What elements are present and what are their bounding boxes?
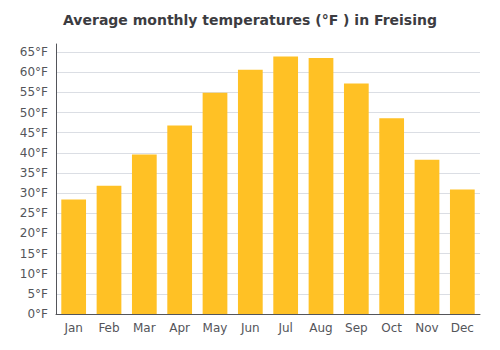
svg-text:Mar: Mar xyxy=(133,321,156,335)
svg-text:May: May xyxy=(203,321,228,335)
svg-text:10°F: 10°F xyxy=(20,267,48,281)
svg-text:Feb: Feb xyxy=(98,321,119,335)
svg-text:55°F: 55°F xyxy=(20,85,48,99)
svg-text:Average monthly temperatures (: Average monthly temperatures (°F ) in Fr… xyxy=(63,12,437,28)
svg-text:Dec: Dec xyxy=(451,321,474,335)
svg-text:Oct: Oct xyxy=(381,321,402,335)
svg-text:30°F: 30°F xyxy=(20,186,48,200)
svg-text:Apr: Apr xyxy=(169,321,190,335)
svg-text:65°F: 65°F xyxy=(20,45,48,59)
svg-text:Aug: Aug xyxy=(309,321,332,335)
svg-text:20°F: 20°F xyxy=(20,226,48,240)
svg-text:50°F: 50°F xyxy=(20,106,48,120)
svg-text:Sep: Sep xyxy=(345,321,368,335)
svg-text:40°F: 40°F xyxy=(20,146,48,160)
svg-text:Nov: Nov xyxy=(415,321,438,335)
svg-text:35°F: 35°F xyxy=(20,166,48,180)
svg-text:25°F: 25°F xyxy=(20,206,48,220)
svg-text:5°F: 5°F xyxy=(27,287,48,301)
svg-text:Jul: Jul xyxy=(277,321,292,335)
svg-text:45°F: 45°F xyxy=(20,126,48,140)
svg-text:60°F: 60°F xyxy=(20,65,48,79)
svg-text:15°F: 15°F xyxy=(20,247,48,261)
svg-text:Jan: Jan xyxy=(63,321,83,335)
svg-text:Jun: Jun xyxy=(240,321,260,335)
svg-text:0°F: 0°F xyxy=(27,307,48,321)
